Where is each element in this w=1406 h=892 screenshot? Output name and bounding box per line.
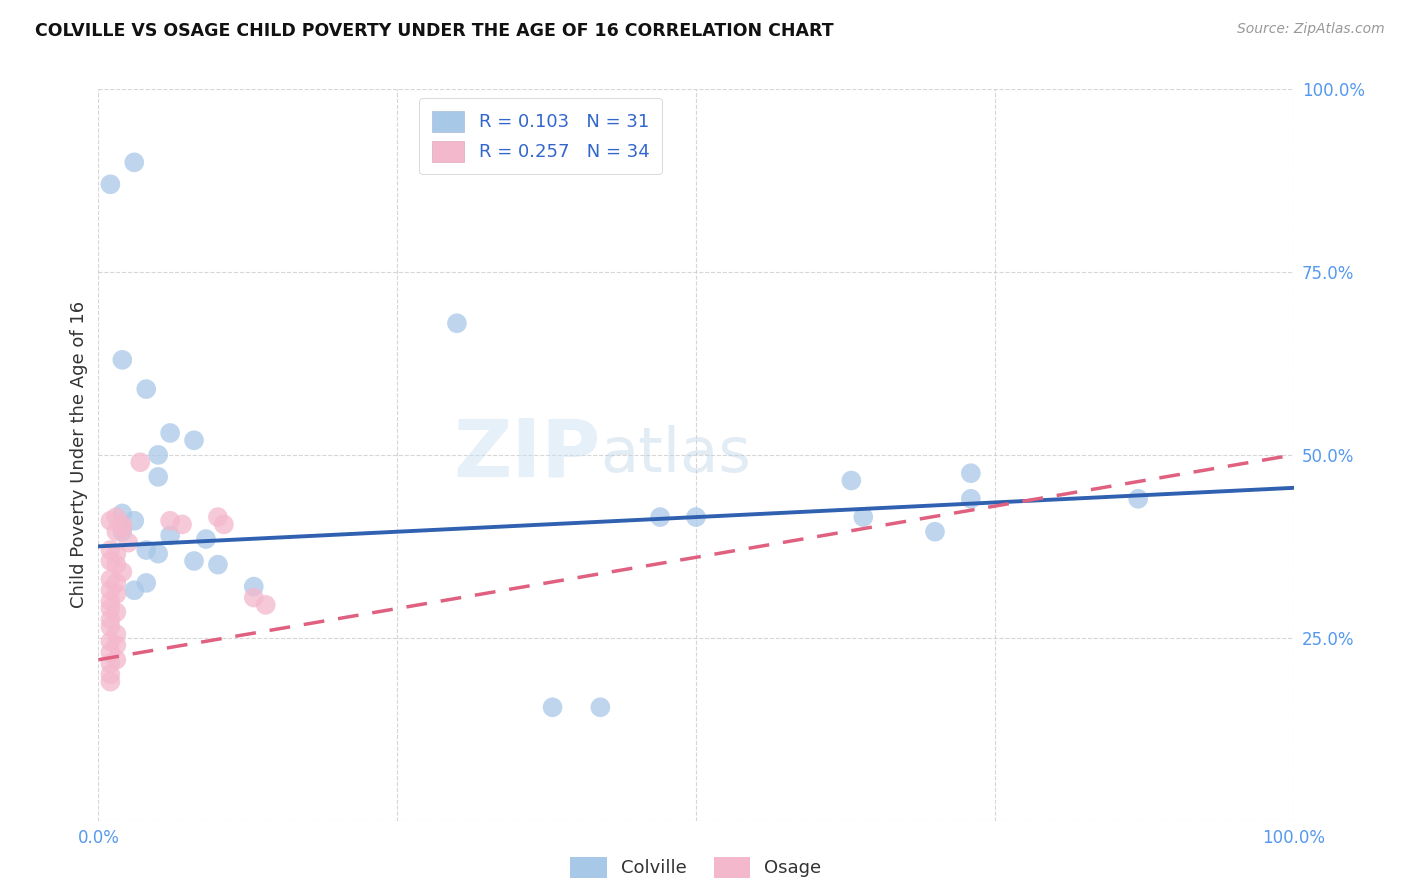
Point: [98, 543, 122, 558]
Point: [111, 524, 134, 539]
Point: [159, 514, 181, 528]
Y-axis label: Child Poverty Under the Age of 16: Child Poverty Under the Age of 16: [70, 301, 89, 608]
Text: COLVILLE VS OSAGE CHILD POVERTY UNDER THE AGE OF 16 CORRELATION CHART: COLVILLE VS OSAGE CHILD POVERTY UNDER TH…: [35, 22, 834, 40]
Point: [959, 491, 981, 506]
Point: [111, 352, 134, 367]
Text: ZIP: ZIP: [453, 416, 600, 494]
Point: [111, 507, 134, 521]
Point: [172, 517, 194, 532]
Point: [105, 627, 128, 641]
Point: [105, 576, 128, 591]
Point: [98, 645, 122, 659]
Point: [124, 514, 146, 528]
Point: [98, 572, 122, 586]
Point: [98, 594, 122, 608]
Point: [98, 657, 122, 671]
Point: [98, 634, 122, 648]
Point: [124, 583, 146, 598]
Point: [148, 470, 170, 484]
Point: [446, 316, 468, 330]
Point: [589, 700, 612, 714]
Point: [105, 547, 128, 561]
Point: [98, 583, 122, 598]
Point: [105, 638, 128, 652]
Point: [98, 601, 122, 615]
Point: [1128, 491, 1150, 506]
Point: [129, 455, 152, 469]
Point: [111, 565, 134, 579]
Point: [98, 613, 122, 627]
Text: atlas: atlas: [600, 425, 751, 485]
Point: [135, 543, 157, 558]
Point: [117, 535, 139, 549]
Point: [105, 587, 128, 601]
Point: [148, 448, 170, 462]
Point: [105, 605, 128, 619]
Point: [207, 510, 229, 524]
Point: [839, 474, 862, 488]
Point: [183, 434, 205, 448]
Point: [124, 155, 146, 169]
Point: [924, 524, 946, 539]
Point: [111, 517, 134, 532]
Point: [98, 620, 122, 634]
Point: [105, 510, 128, 524]
Point: [105, 558, 128, 572]
Point: [648, 510, 672, 524]
Point: [254, 598, 277, 612]
Point: [685, 510, 707, 524]
Point: [98, 667, 122, 681]
Point: [541, 700, 564, 714]
Text: Source: ZipAtlas.com: Source: ZipAtlas.com: [1237, 22, 1385, 37]
Point: [98, 514, 122, 528]
Point: [852, 510, 875, 524]
Point: [135, 576, 157, 591]
Point: [159, 528, 181, 542]
Point: [105, 524, 128, 539]
Legend: Colville, Osage: Colville, Osage: [564, 849, 828, 885]
Point: [212, 517, 235, 532]
Point: [135, 382, 157, 396]
Point: [98, 554, 122, 568]
Point: [148, 547, 170, 561]
Point: [111, 521, 134, 535]
Point: [243, 580, 266, 594]
Point: [183, 554, 205, 568]
Point: [959, 466, 981, 480]
Point: [105, 653, 128, 667]
Point: [98, 674, 122, 689]
Point: [98, 178, 122, 192]
Point: [243, 591, 266, 605]
Point: [159, 425, 181, 440]
Point: [194, 532, 217, 546]
Point: [207, 558, 229, 572]
